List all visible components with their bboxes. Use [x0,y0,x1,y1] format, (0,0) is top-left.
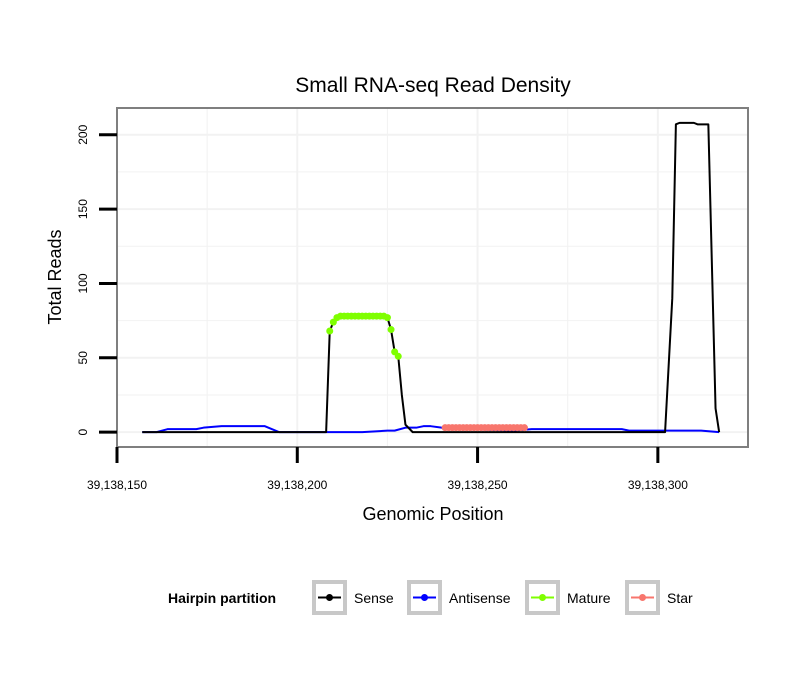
legend-label-star: Star [667,590,693,606]
y-tick-label: 0 [76,428,90,435]
data-point-star [520,424,528,432]
series-line-antisense [142,425,720,434]
legend-key-mature-point [539,594,546,601]
y-tick-label: 100 [76,273,90,293]
plot-panel [116,107,749,448]
legend-item-antisense: Antisense [407,580,511,615]
y-tick-label: 200 [76,124,90,144]
data-point-mature [383,314,391,322]
legend-item-sense: Sense [312,580,394,615]
legend-title: Hairpin partition [168,590,276,606]
series-star [441,424,528,432]
y-tick-label: 150 [76,199,90,219]
legend-label-antisense: Antisense [449,590,511,606]
data-point-mature [387,326,395,334]
legend: Hairpin partition Sense Antisense Mature… [168,580,693,615]
series-layer [142,121,721,434]
legend-item-star: Star [625,580,693,615]
x-tick-label: 39,138,300 [628,478,688,492]
legend-label-sense: Sense [354,590,394,606]
data-point-mature [394,352,402,360]
legend-key-antisense-point [421,594,428,601]
panel-background [117,108,748,447]
chart-title: Small RNA-seq Read Density [295,74,571,97]
legend-key-star-point [639,594,646,601]
x-axis-title: Genomic Position [362,504,503,524]
x-tick-label: 39,138,200 [267,478,327,492]
x-tick-label: 39,138,150 [87,478,147,492]
legend-label-mature: Mature [567,590,611,606]
series-antisense [142,425,720,434]
legend-key-sense-point [326,594,333,601]
axes: 39,138,150 39,138,200 39,138,250 39,138,300… [76,124,688,492]
data-point-mature [326,327,334,335]
legend-item-mature: Mature [525,580,611,615]
x-tick-label: 39,138,250 [448,478,508,492]
y-axis-title: Total Reads [45,229,65,324]
series-mature [326,312,402,360]
y-tick-label: 50 [76,351,90,365]
panel-border [116,107,749,448]
